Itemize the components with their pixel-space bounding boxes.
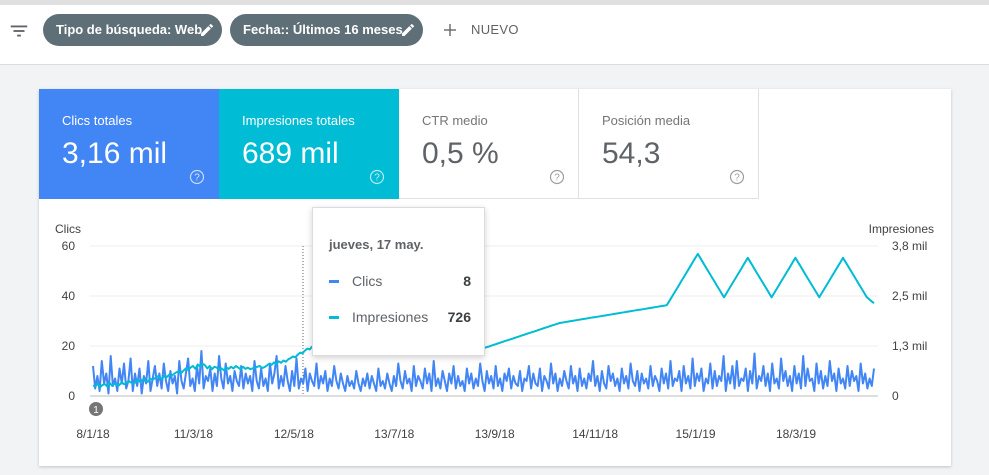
x-tick-label: 15/1/19	[676, 427, 716, 441]
tooltip-date: jueves, 17 may.	[329, 237, 424, 252]
new-filter-label: NUEVO	[471, 22, 519, 37]
x-tick-label: 18/3/19	[776, 427, 816, 441]
svg-text:?: ?	[374, 173, 380, 184]
metric-total-impressions[interactable]: Impresiones totales 689 mil ?	[219, 89, 399, 199]
x-tick-label: 12/5/18	[274, 427, 314, 441]
help-icon[interactable]: ?	[549, 169, 565, 185]
metric-average-position[interactable]: Posición media 54,3 ?	[579, 89, 759, 199]
pencil-icon[interactable]	[199, 22, 215, 38]
svg-text:?: ?	[734, 173, 740, 184]
tooltip-series-value: 726	[447, 309, 471, 325]
x-tick-label: 13/7/18	[374, 427, 414, 441]
metric-value: 54,3	[602, 137, 661, 170]
left-tick-label: 20	[62, 339, 76, 353]
y2-axis-label: Impresiones	[869, 222, 934, 236]
metric-average-ctr[interactable]: CTR medio 0,5 % ?	[399, 89, 579, 199]
tooltip-row-clicks: Clics 8	[329, 273, 471, 293]
series-line-clics	[92, 350, 875, 395]
tooltip-series-name: Impresiones	[352, 309, 429, 325]
metric-label: Impresiones totales	[242, 113, 355, 128]
metric-value: 3,16 mil	[62, 137, 168, 170]
x-tick-label: 13/9/18	[475, 427, 515, 441]
svg-text:?: ?	[554, 173, 560, 184]
pencil-icon[interactable]	[400, 22, 416, 38]
plus-icon	[444, 24, 456, 36]
tooltip-swatch	[329, 316, 339, 319]
metric-label: Clics totales	[62, 113, 133, 128]
annotation-label: 1	[93, 405, 99, 416]
performance-card: Clics totales 3,16 mil ? Impresiones tot…	[39, 89, 951, 466]
y-axis-label: Clics	[55, 222, 81, 236]
tooltip-row-impressions: Impresiones 726	[329, 309, 471, 329]
left-tick-label: 60	[62, 239, 76, 253]
tooltip-series-value: 8	[463, 273, 471, 289]
left-tick-label: 0	[68, 389, 75, 403]
right-tick-label: 0	[892, 389, 899, 403]
right-tick-label: 3,8 mil	[892, 239, 927, 253]
right-tick-label: 2,5 mil	[892, 289, 927, 303]
left-tick-label: 40	[62, 289, 76, 303]
help-icon[interactable]: ?	[729, 169, 745, 185]
tooltip-swatch	[329, 280, 339, 283]
metric-value: 0,5 %	[422, 137, 499, 170]
date-filter-chip[interactable]: Fecha:: Últimos 16 meses	[230, 14, 423, 46]
metric-value: 689 mil	[242, 137, 339, 170]
top-edge	[0, 0, 989, 5]
search-type-filter-label: Tipo de búsqueda: Web	[56, 22, 203, 37]
filter-bar: Tipo de búsqueda: Web Fecha:: Últimos 16…	[0, 5, 989, 65]
svg-text:?: ?	[194, 173, 200, 184]
metric-total-clicks[interactable]: Clics totales 3,16 mil ?	[39, 89, 219, 199]
search-type-filter-chip[interactable]: Tipo de búsqueda: Web	[43, 14, 222, 46]
help-icon[interactable]: ?	[369, 169, 385, 185]
tooltip-series-name: Clics	[352, 273, 383, 289]
date-filter-label: Fecha:: Últimos 16 meses	[243, 22, 403, 37]
x-tick-label: 14/11/18	[572, 427, 618, 441]
help-icon[interactable]: ?	[189, 169, 205, 185]
filter-icon[interactable]	[8, 20, 30, 42]
x-tick-label: 11/3/18	[174, 427, 213, 441]
chart-tooltip: jueves, 17 may. Clics 8 Impresiones 726	[312, 207, 485, 356]
metric-label: CTR medio	[422, 113, 488, 128]
annotation-marker	[89, 402, 103, 416]
right-tick-label: 1,3 mil	[892, 339, 927, 353]
metric-label: Posición media	[602, 113, 691, 128]
x-tick-label: 8/1/18	[76, 427, 110, 441]
